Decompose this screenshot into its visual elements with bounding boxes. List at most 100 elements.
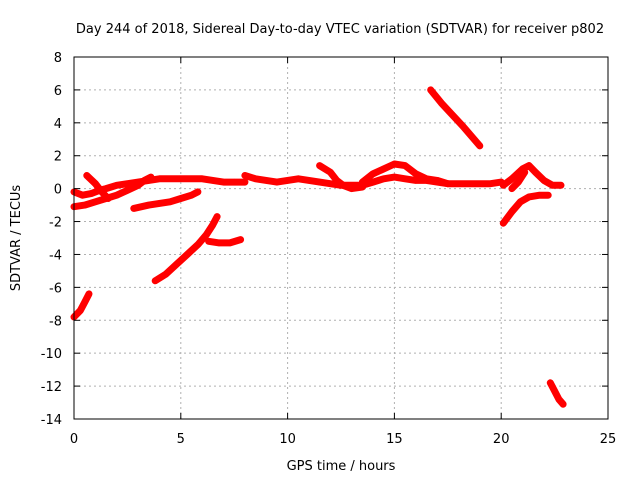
data-point (124, 180, 131, 187)
data-point (508, 185, 516, 192)
data-point (188, 175, 195, 182)
y-tick-label: -6 (49, 281, 62, 296)
data-point (517, 198, 524, 205)
data-arc-arc-15 (546, 379, 567, 408)
data-point (130, 205, 137, 212)
data-point (536, 192, 543, 199)
data-point (162, 271, 169, 278)
data-point (177, 175, 184, 182)
x-tick-labels: 0 5 10 15 20 25 (70, 432, 616, 447)
y-tick-label: -12 (41, 380, 62, 395)
data-point (98, 188, 106, 196)
data-point (166, 198, 174, 205)
data-point (476, 180, 483, 187)
data-point (515, 178, 522, 186)
data-point (455, 180, 462, 187)
data-point (166, 175, 174, 182)
data-point (226, 239, 234, 247)
data-point (220, 178, 227, 186)
data-point (252, 175, 259, 182)
data-point (203, 231, 210, 238)
x-axis-label: GPS time / hours (287, 459, 396, 474)
data-point (500, 182, 507, 189)
data-point (194, 241, 202, 248)
data-point (263, 177, 270, 184)
data-point (145, 201, 152, 209)
y-tick-label: -8 (49, 314, 62, 329)
data-point (521, 169, 528, 176)
grid (74, 57, 608, 419)
y-axis-label: SDTVAR / TECUs (9, 185, 24, 292)
data-point (508, 175, 516, 182)
data-point (156, 175, 163, 182)
data-point (476, 142, 483, 150)
data-point (401, 162, 409, 169)
data-point (147, 173, 155, 181)
data-point (173, 261, 180, 268)
data-point (500, 220, 507, 227)
data-point (359, 178, 366, 186)
data-point (241, 178, 249, 186)
data-point (466, 180, 473, 187)
data-point (444, 180, 451, 187)
data-point (79, 192, 86, 199)
y-tick-label: 4 (54, 117, 62, 132)
data-point (551, 387, 558, 395)
data-point (241, 172, 249, 179)
y-tick-label: -2 (49, 216, 62, 231)
data-point (213, 213, 221, 220)
data-point (459, 122, 466, 130)
y-tick-label: -10 (41, 347, 62, 362)
data-point (380, 165, 387, 173)
data-layer (70, 86, 567, 408)
data-point (532, 169, 539, 176)
x-tick-label: 25 (600, 432, 617, 447)
data-point (284, 177, 291, 184)
data-point (557, 182, 565, 189)
x-tick-label: 5 (177, 432, 185, 447)
ticks (73, 56, 609, 420)
y-tick-label: 2 (54, 150, 62, 165)
data-point (237, 236, 244, 243)
data-point (433, 177, 441, 184)
data-point (305, 177, 313, 184)
data-point (359, 183, 366, 191)
data-point (141, 177, 148, 184)
x-tick-label: 15 (386, 432, 403, 447)
data-point (540, 177, 548, 184)
data-arc-arc-3 (83, 172, 112, 202)
data-point (77, 307, 84, 314)
x-tick-label: 20 (493, 432, 510, 447)
data-point (209, 177, 216, 184)
data-point (549, 182, 556, 189)
data-point (92, 180, 99, 187)
data-point (423, 175, 430, 182)
y-tick-label: -4 (49, 248, 62, 263)
data-point (85, 290, 93, 298)
data-point (559, 401, 567, 408)
data-point (209, 221, 216, 228)
data-point (555, 396, 563, 403)
data-point (438, 99, 445, 107)
data-point (156, 200, 163, 207)
data-point (113, 192, 120, 199)
data-point (333, 177, 340, 184)
data-point (401, 175, 409, 182)
data-point (92, 198, 99, 205)
data-point (216, 239, 223, 247)
data-point (380, 175, 387, 182)
data-point (188, 192, 195, 199)
y-tick-label: 0 (54, 183, 62, 198)
data-point (231, 178, 238, 186)
data-point (508, 208, 516, 215)
data-point (412, 170, 419, 177)
data-point (525, 162, 533, 169)
data-point (468, 132, 475, 140)
y-tick-label: 6 (54, 84, 62, 99)
data-point (427, 86, 434, 94)
data-point (487, 180, 494, 187)
data-point (545, 192, 552, 199)
x-tick-label: 0 (70, 432, 78, 447)
